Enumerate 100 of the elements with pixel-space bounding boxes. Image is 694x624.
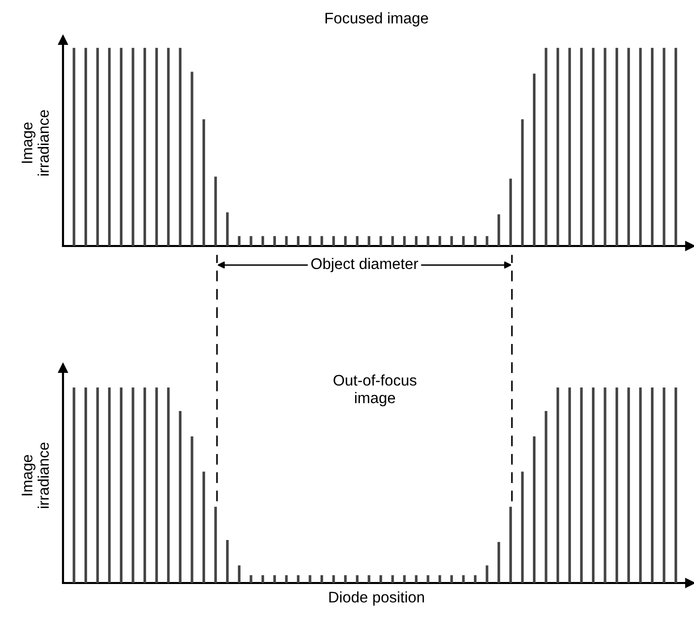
bar (72, 48, 76, 246)
bar (308, 575, 312, 583)
bar (368, 236, 370, 246)
bar (592, 48, 595, 246)
text: Object diameter (311, 258, 418, 272)
bar (214, 176, 217, 246)
bar (556, 48, 560, 246)
bar (556, 388, 560, 583)
chart-title: Out-of-focus image (334, 374, 416, 406)
bar (568, 48, 571, 246)
bar (143, 48, 146, 246)
bar (261, 575, 264, 583)
bar (450, 236, 453, 246)
bar (403, 575, 406, 583)
bar (639, 48, 642, 246)
bar (521, 472, 524, 583)
bar (627, 388, 630, 583)
bar (474, 236, 477, 246)
bar (356, 575, 359, 583)
bar (627, 48, 630, 246)
bar (403, 236, 406, 246)
bar (474, 575, 477, 583)
x-axis-title: Diode position (329, 591, 424, 606)
bar (285, 575, 288, 583)
bar (391, 236, 394, 246)
bar (592, 388, 595, 583)
bar (509, 178, 512, 246)
bar (414, 236, 418, 246)
bar (662, 48, 666, 246)
bar (368, 575, 370, 583)
bar (662, 388, 666, 583)
bar (462, 575, 465, 583)
bar (332, 575, 335, 583)
bar (532, 74, 536, 246)
bar (462, 236, 465, 246)
bar (155, 48, 158, 246)
bar (568, 388, 571, 583)
bar (426, 236, 430, 246)
bar (344, 575, 347, 583)
bar (438, 236, 442, 246)
bar (320, 575, 324, 583)
bar (580, 388, 583, 583)
bar (604, 388, 606, 583)
bar (108, 48, 111, 246)
bar (96, 48, 99, 246)
bar (296, 575, 300, 583)
bar (521, 119, 524, 246)
bar (96, 388, 99, 583)
bar (616, 48, 618, 246)
bar (486, 236, 488, 246)
bar (190, 72, 194, 246)
bar (238, 236, 240, 246)
bar (438, 575, 442, 583)
bar (674, 48, 678, 246)
bar (426, 575, 430, 583)
bar (674, 388, 678, 583)
bar (544, 411, 548, 583)
bar (226, 212, 229, 246)
bar (332, 236, 335, 246)
bar (604, 48, 606, 246)
bar (190, 436, 194, 583)
bar (498, 214, 500, 246)
bar (132, 48, 134, 246)
bar (120, 388, 122, 583)
bar (509, 506, 512, 583)
bar (391, 575, 394, 583)
bar (344, 236, 347, 246)
bar (414, 575, 418, 583)
bar (155, 388, 158, 583)
bar (273, 575, 276, 583)
bar (250, 575, 252, 583)
bar (450, 575, 453, 583)
bar (486, 565, 488, 583)
bar (544, 48, 548, 246)
bar (238, 565, 240, 583)
bar (120, 48, 122, 246)
bar (132, 388, 134, 583)
bar (273, 236, 276, 246)
bar (650, 388, 654, 583)
bar (532, 436, 536, 583)
bar (178, 411, 182, 583)
bar (580, 48, 583, 246)
chart-title: Focused image (326, 12, 428, 27)
bar (308, 236, 312, 246)
bar (72, 388, 76, 583)
bar (108, 388, 111, 583)
bar (380, 236, 382, 246)
bar (296, 236, 300, 246)
bar (616, 388, 618, 583)
bar (261, 236, 264, 246)
bar (143, 388, 146, 583)
bar (84, 388, 88, 583)
bar (202, 119, 206, 246)
bar (639, 388, 642, 583)
bar (320, 236, 324, 246)
y-axis-title: Image irradiance (22, 110, 49, 176)
bar (226, 540, 229, 583)
bar (167, 388, 170, 583)
bar (356, 236, 359, 246)
bar (380, 575, 382, 583)
